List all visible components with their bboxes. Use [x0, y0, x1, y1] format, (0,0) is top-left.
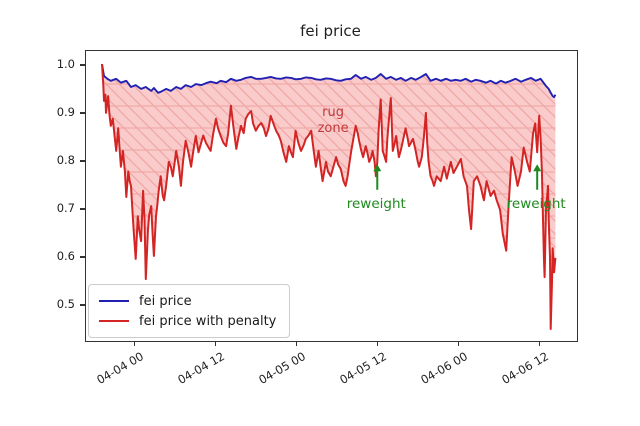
y-tick-label: 0.5 [56, 296, 75, 311]
y-tick-label: 0.8 [56, 152, 75, 167]
reweight-annotation-2: reweight [506, 196, 566, 213]
x-tick-label: 04-06 12 [498, 349, 551, 387]
blue-line-swatch [99, 300, 129, 302]
rug-zone-label: rug zone [317, 105, 349, 137]
x-tick-mark [134, 341, 136, 347]
chart-title: fei price [300, 22, 361, 40]
x-tick-label: 04-06 00 [417, 349, 470, 387]
x-tick-mark [538, 341, 541, 347]
y-tick-label: 0.9 [56, 104, 75, 119]
x-tick-mark [377, 341, 379, 347]
plot-canvas [101, 63, 557, 330]
y-tick-mark [80, 256, 85, 258]
x-tick-label: 04-05 12 [336, 349, 389, 387]
y-tick-label: 0.6 [56, 248, 75, 263]
x-tick-mark [296, 341, 298, 347]
reweight-arrow-head [373, 164, 382, 172]
x-tick-label: 04-04 12 [174, 349, 227, 387]
y-tick-mark [80, 304, 85, 306]
y-tick-mark [80, 64, 85, 66]
x-tick-mark [457, 341, 460, 347]
y-tick-mark [80, 112, 85, 114]
y-tick-mark [80, 208, 85, 210]
reweight-arrow-head [533, 164, 542, 172]
legend: fei price fei price with penalty [88, 284, 291, 338]
y-tick-label: 0.7 [56, 200, 75, 215]
legend-label: fei price with penalty [139, 313, 277, 329]
x-tick-label: 04-05 00 [255, 349, 308, 387]
y-tick-label: 1.0 [56, 56, 75, 71]
red-line-swatch [99, 320, 129, 322]
x-tick-label: 04-04 00 [93, 349, 146, 387]
y-tick-mark [80, 160, 85, 162]
reweight-annotation-1: reweight [346, 196, 406, 213]
fei-price-with-penalty-line [101, 63, 557, 330]
legend-item-fei-price: fei price [99, 291, 276, 311]
legend-item-fei-price-with-penalty: fei price with penalty [99, 311, 276, 331]
rug-zone-fill [102, 64, 556, 329]
fei-price-line [101, 63, 557, 99]
legend-label: fei price [139, 293, 192, 309]
x-tick-mark [215, 341, 217, 347]
